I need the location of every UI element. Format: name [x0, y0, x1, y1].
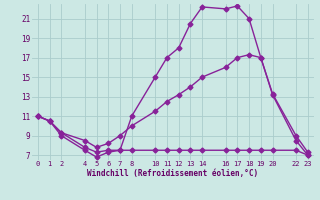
- X-axis label: Windchill (Refroidissement éolien,°C): Windchill (Refroidissement éolien,°C): [87, 169, 258, 178]
